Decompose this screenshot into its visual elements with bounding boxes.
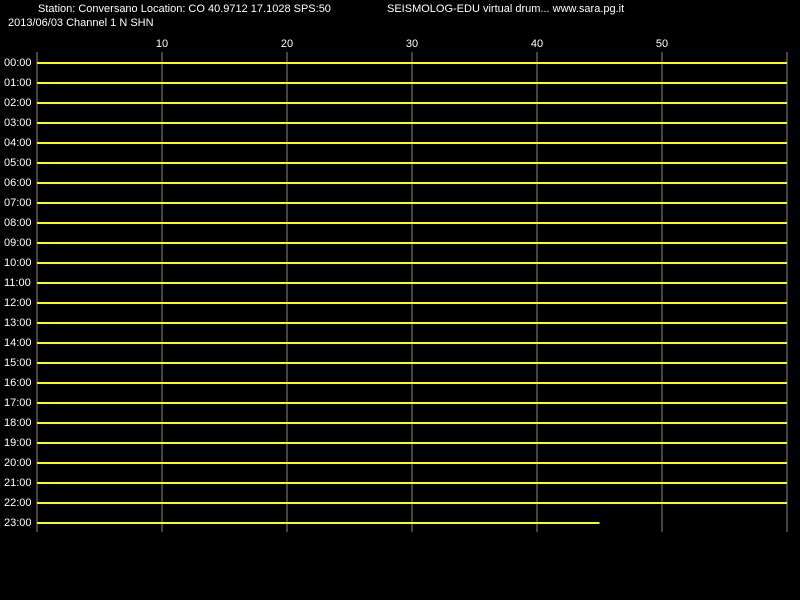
- row-label: 12:00: [4, 297, 32, 309]
- x-tick-label: 20: [281, 38, 293, 50]
- row-label: 20:00: [4, 457, 32, 469]
- row-label: 01:00: [4, 77, 32, 89]
- row-label: 07:00: [4, 197, 32, 209]
- row-label: 21:00: [4, 477, 32, 489]
- row-label: 22:00: [4, 497, 32, 509]
- row-label: 08:00: [4, 217, 32, 229]
- row-label: 23:00: [4, 517, 32, 529]
- row-label: 06:00: [4, 177, 32, 189]
- x-tick-label: 30: [406, 38, 418, 50]
- x-tick-label: 50: [656, 38, 668, 50]
- row-label: 14:00: [4, 337, 32, 349]
- row-label: 03:00: [4, 117, 32, 129]
- header-station: Station: Conversano Location: CO 40.9712…: [38, 3, 331, 15]
- header-app: SEISMOLOG-EDU virtual drum... www.sara.p…: [387, 3, 624, 15]
- row-label: 13:00: [4, 317, 32, 329]
- row-label: 04:00: [4, 137, 32, 149]
- x-tick-label: 10: [156, 38, 168, 50]
- row-label: 19:00: [4, 437, 32, 449]
- header-date: 2013/06/03 Channel 1 N SHN: [8, 17, 154, 29]
- row-label: 10:00: [4, 257, 32, 269]
- row-label: 15:00: [4, 357, 32, 369]
- row-label: 02:00: [4, 97, 32, 109]
- row-label: 11:00: [4, 277, 31, 289]
- row-label: 09:00: [4, 237, 32, 249]
- row-label: 18:00: [4, 417, 32, 429]
- row-label: 00:00: [4, 57, 32, 69]
- row-label: 16:00: [4, 377, 32, 389]
- row-label: 05:00: [4, 157, 32, 169]
- row-label: 17:00: [4, 397, 32, 409]
- x-tick-label: 40: [531, 38, 543, 50]
